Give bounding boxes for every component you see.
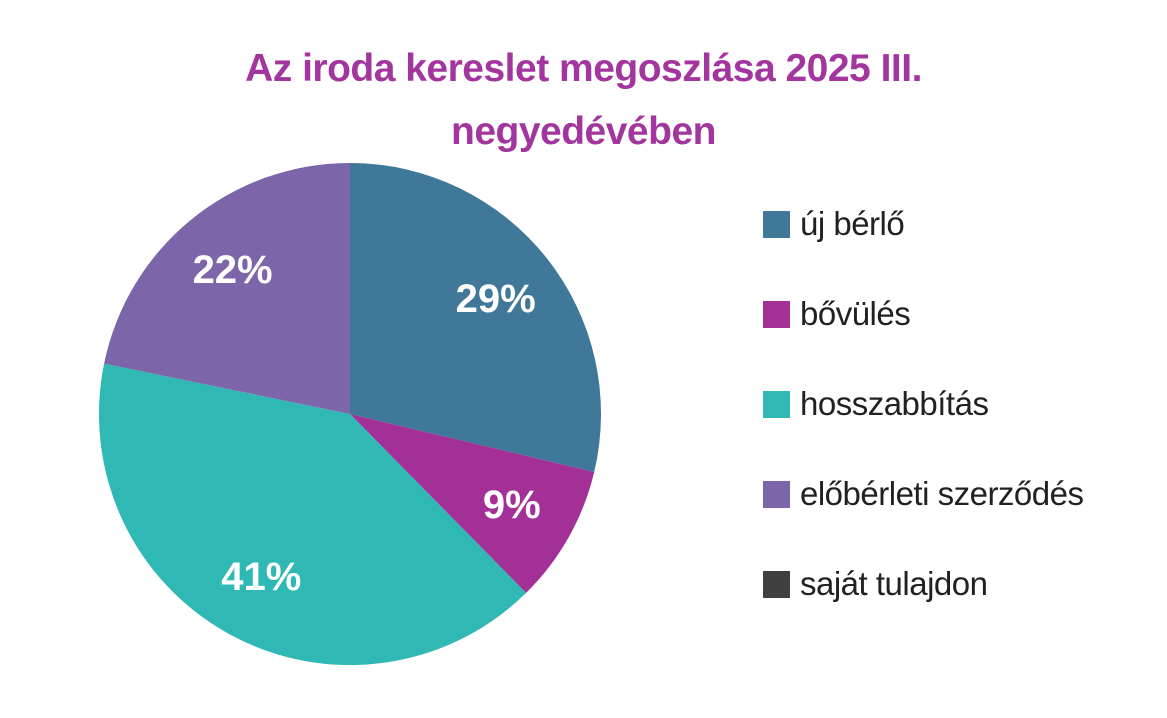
- legend-item-bovules: bővülés: [763, 269, 1084, 359]
- pie-slice-hosszabbitas: [99, 363, 527, 665]
- chart-title: Az iroda kereslet megoszlása 2025 III. n…: [245, 47, 922, 153]
- pie-chart: 29% 9% 41% 22%: [99, 163, 601, 665]
- legend-swatch-hosszabbitas: [763, 390, 790, 418]
- legend-item-sajat-tulajdon: saját tulajdon: [763, 539, 1084, 629]
- legend-item-hosszabbitas: hosszabbítás: [763, 359, 1084, 449]
- legend-label-uj-berlo: új bérlő: [800, 205, 905, 242]
- pie-label-eloberleti-szerzodes: 22%: [193, 248, 273, 292]
- pie-slice-uj-berlo: [350, 163, 601, 472]
- legend-item-eloberleti-szerzodes: előbérleti szerződés: [763, 449, 1084, 539]
- legend-swatch-sajat-tulajdon: [763, 570, 790, 598]
- pie-slice-bovules: [350, 414, 595, 593]
- legend-label-eloberleti-szerzodes: előbérleti szerződés: [800, 475, 1084, 512]
- legend-label-bovules: bővülés: [800, 295, 911, 332]
- pie-label-uj-berlo: 29%: [456, 277, 536, 321]
- pie-label-bovules: 9%: [483, 483, 541, 527]
- legend-label-hosszabbitas: hosszabbítás: [800, 385, 989, 422]
- pie-label-hosszabbitas: 41%: [221, 555, 301, 599]
- legend-swatch-eloberleti-szerzodes: [763, 480, 790, 508]
- legend-item-uj-berlo: új bérlő: [763, 179, 1084, 269]
- legend-swatch-uj-berlo: [763, 210, 790, 238]
- pie-slice-eloberleti-szerzodes: [104, 163, 350, 414]
- legend: új bérlő bővülés hosszabbítás előbérleti sz…: [763, 179, 1084, 629]
- legend-label-sajat-tulajdon: saját tulajdon: [800, 565, 988, 602]
- legend-swatch-bovules: [763, 300, 790, 328]
